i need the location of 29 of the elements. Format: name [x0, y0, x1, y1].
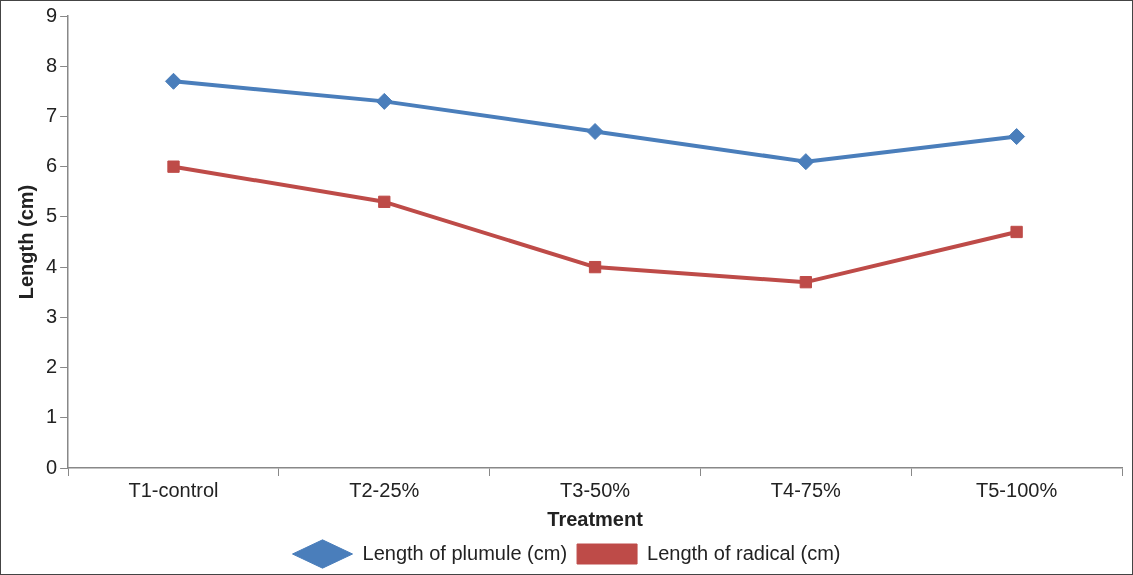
y-tick-label: 9: [46, 3, 58, 26]
point: [167, 160, 180, 173]
legend-label: Length of radical (cm): [647, 541, 841, 564]
x-axis-title: Treatment: [547, 507, 644, 530]
x-tick-label: T4-75%: [770, 478, 842, 501]
point: [799, 276, 812, 289]
x-tick-label: T2-25%: [349, 478, 420, 501]
point: [1008, 128, 1026, 146]
x-tick-label: T5-100%: [976, 478, 1058, 501]
point: [375, 92, 393, 110]
point: [588, 260, 602, 274]
y-tick-label: 3: [46, 304, 58, 327]
y-tick-label: 4: [46, 254, 58, 277]
y-tick-label: 1: [46, 405, 58, 428]
y-tick-label: 8: [46, 53, 58, 76]
point: [586, 123, 604, 141]
point: [378, 195, 391, 208]
y-tick-label: 5: [46, 204, 58, 227]
y-tick-label: 0: [46, 455, 58, 478]
x-tick-label: T1-control: [128, 478, 219, 501]
point: [165, 72, 183, 90]
y-axis-title: Length (cm): [14, 184, 37, 300]
point: [1010, 225, 1023, 239]
x-tick-label: T3-50%: [560, 478, 631, 501]
y-tick-label: 6: [46, 154, 58, 177]
legend-label: Length of plumule (cm): [362, 541, 568, 564]
point: [797, 153, 815, 171]
y-tick-label: 2: [46, 355, 58, 378]
y-tick-label: 7: [46, 103, 58, 126]
